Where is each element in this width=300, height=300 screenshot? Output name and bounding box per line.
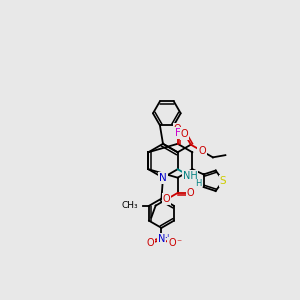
Text: H: H bbox=[195, 179, 201, 188]
Text: O: O bbox=[198, 146, 206, 156]
Text: N: N bbox=[158, 234, 165, 244]
Text: O: O bbox=[168, 238, 176, 248]
Text: NH: NH bbox=[183, 171, 197, 182]
Text: O: O bbox=[174, 124, 182, 134]
Text: O: O bbox=[181, 129, 188, 139]
Text: ⁻: ⁻ bbox=[176, 238, 181, 248]
Text: F: F bbox=[176, 128, 181, 138]
Text: S: S bbox=[220, 176, 226, 186]
Text: O: O bbox=[147, 238, 154, 248]
Text: O: O bbox=[187, 188, 194, 198]
Text: O: O bbox=[163, 194, 170, 204]
Text: CH₃: CH₃ bbox=[122, 201, 138, 210]
Text: N: N bbox=[159, 173, 167, 183]
Text: +: + bbox=[164, 232, 170, 242]
